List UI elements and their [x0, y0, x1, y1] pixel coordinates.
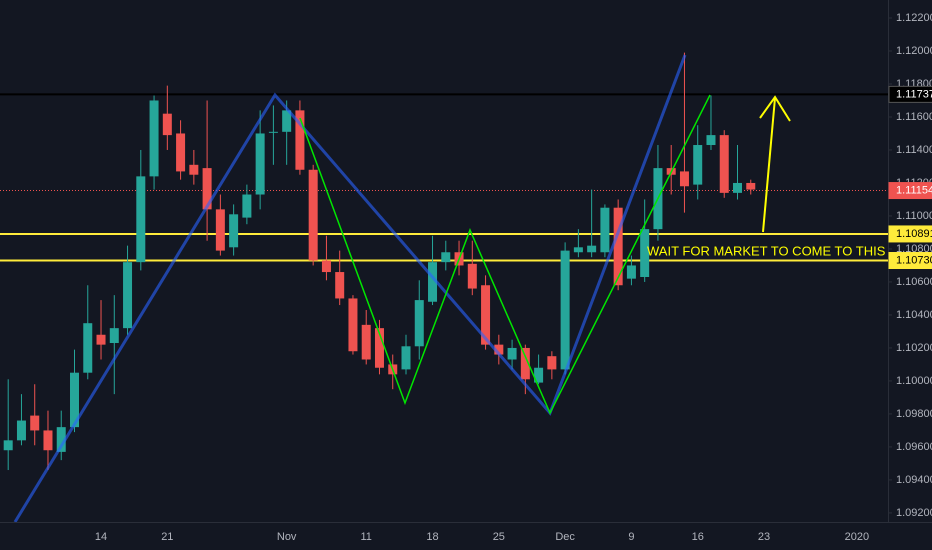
candle-body: [573, 247, 583, 253]
candle-body: [123, 262, 133, 329]
annotation: WAIT FOR MARKET TO COME TO THIS ZONE: [647, 243, 925, 258]
candle-body: [162, 113, 172, 136]
candle-body: [719, 135, 729, 193]
candle-body: [202, 168, 212, 210]
x-tick-label: 14: [95, 531, 107, 543]
x-tick-label: Dec: [555, 531, 575, 543]
candle-body: [255, 133, 265, 195]
candle-body: [733, 182, 742, 193]
candle-body: [401, 346, 411, 370]
x-tick-label: 11: [361, 531, 372, 543]
x-tick-label: 25: [493, 531, 505, 543]
candle-body: [215, 209, 225, 251]
drawings: WAIT FOR MARKET TO COME TO THIS ZONE: [13, 54, 925, 522]
x-tick-label: 2020: [845, 531, 869, 543]
candle-body: [428, 262, 438, 302]
candle-body: [547, 356, 557, 370]
y-tick-label: 1.09400: [896, 474, 932, 486]
candle-body: [83, 323, 93, 373]
arrow-head: [759, 95, 791, 122]
candle-body: [136, 176, 146, 263]
y-tick-label: 1.12200: [896, 12, 932, 24]
candle-body: [96, 334, 106, 345]
candle-body: [600, 207, 610, 253]
y-tick-label: 1.09600: [896, 441, 932, 453]
price-label: 1.10891: [896, 228, 932, 240]
candle-body: [70, 372, 79, 428]
price-label: 1.11154: [896, 184, 932, 196]
price-label-box: [888, 85, 932, 103]
candle-body: [467, 263, 477, 289]
green-zigzag: [299, 94, 711, 415]
candle-body: [613, 207, 623, 286]
candle-body: [282, 110, 292, 132]
candle-body: [149, 100, 159, 177]
candle-body: [520, 347, 530, 380]
candle-body: [706, 135, 716, 146]
candle-body: [43, 430, 53, 451]
candle-body: [560, 250, 570, 370]
price-label: 1.10730: [896, 254, 932, 266]
price-labels: 1.11737 1.11154 1.10891 1.10730: [888, 85, 932, 270]
blue-pattern: [13, 54, 687, 522]
candle-body: [335, 272, 345, 299]
arrow-shaft: [762, 97, 776, 233]
candle-body: [534, 367, 544, 383]
candle-body: [414, 300, 424, 347]
y-tick-label: 1.10800: [896, 243, 932, 255]
candle-body: [321, 260, 331, 273]
candle-body: [361, 324, 371, 360]
candle-body: [374, 328, 384, 368]
candle-body: [16, 420, 26, 441]
candle-body: [189, 164, 199, 175]
candle-body: [30, 415, 40, 431]
candle-body: [176, 133, 186, 172]
y-tick-label: 1.12000: [896, 45, 932, 57]
price-label-box: [888, 252, 932, 270]
candle-body: [587, 245, 597, 253]
price-label: 1.11737: [896, 88, 932, 100]
x-tick-label: 9: [628, 531, 634, 543]
x-tick-label: 23: [758, 531, 770, 543]
candle-body: [481, 285, 491, 345]
x-tick-label: 21: [161, 531, 173, 543]
candle-body: [693, 145, 703, 185]
price-label-box: [888, 225, 932, 243]
candle-body: [640, 229, 650, 278]
candle-body: [679, 171, 689, 187]
candle-body: [242, 194, 252, 218]
candle-body: [746, 182, 756, 190]
candle-body: [308, 169, 318, 261]
candle-body: [295, 110, 305, 170]
y-tick-label: 1.09800: [896, 408, 932, 420]
y-tick-label: 1.11600: [896, 111, 932, 123]
y-tick-label: 1.11000: [896, 210, 932, 222]
y-tick-label: 1.10000: [896, 375, 932, 387]
candle-body: [507, 347, 517, 360]
candle-body: [494, 344, 504, 355]
y-tick-label: 1.10200: [896, 342, 932, 354]
candle-body: [348, 298, 358, 352]
candle-body: [109, 328, 119, 343]
price-label-box: [888, 182, 932, 200]
candle-body: [56, 427, 66, 452]
y-tick-label: 1.09200: [896, 507, 932, 519]
x-tick-label: 16: [692, 531, 704, 543]
candle-body: [441, 252, 451, 263]
x-tick-label: Nov: [277, 531, 297, 543]
y-tick-label: 1.10400: [896, 309, 932, 321]
x-tick-label: 18: [426, 531, 438, 543]
y-tick-label: 1.11400: [896, 144, 932, 156]
candle-body: [3, 440, 13, 451]
candle-body: [268, 131, 278, 133]
candle-body: [626, 265, 636, 279]
y-tick-label: 1.10600: [896, 276, 932, 288]
candle-body: [229, 214, 239, 248]
